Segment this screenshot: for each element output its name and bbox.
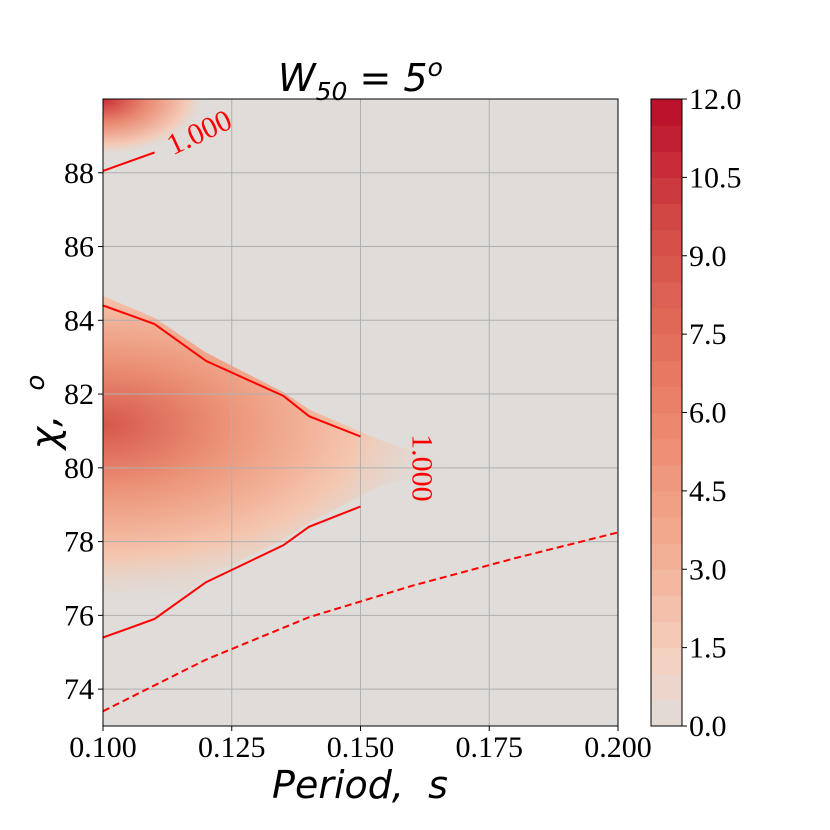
x-axis-ticks: 0.100 0.125 0.150 0.175 0.200 <box>69 726 652 764</box>
colorbar-level-13 <box>651 360 682 387</box>
x-axis-label: Period, s <box>272 763 448 807</box>
contour-line-2 <box>103 151 155 172</box>
colorbar-tick-label-1: 1.5 <box>689 632 727 665</box>
y-tick-label-5: 84 <box>64 304 94 337</box>
chart-title: W50 = 5o <box>278 53 443 106</box>
colorbar-level-17 <box>651 255 682 283</box>
x-tick-label-2: 0.150 <box>327 731 395 764</box>
colorbar-level-16 <box>651 281 682 309</box>
y-axis-ticks: 74 76 78 80 82 84 86 88 <box>64 157 103 706</box>
x-tick-label-1: 0.125 <box>198 731 266 764</box>
colorbar-tick-label-3: 4.5 <box>689 475 727 508</box>
field-wedge <box>103 296 460 638</box>
contour-lines <box>103 151 618 713</box>
y-axis-label-superscript: o <box>21 375 51 391</box>
colorbar-level-22 <box>651 125 682 152</box>
y-tick-label-0: 74 <box>64 673 94 706</box>
y-axis-label: χ, o <box>21 375 67 452</box>
colorbar-tick-label-7: 10.5 <box>689 161 742 194</box>
contour-line-3 <box>103 531 618 713</box>
colorbar-level-8 <box>651 490 682 518</box>
x-tick-label-0: 0.100 <box>69 731 137 764</box>
title-subscript: 50 <box>316 77 348 106</box>
colorbar-level-15 <box>651 308 682 335</box>
colorbar-level-12 <box>651 386 682 414</box>
y-tick-label-3: 80 <box>64 452 94 485</box>
colorbar-tick-label-5: 7.5 <box>689 318 727 351</box>
title-superscript: o <box>428 53 443 82</box>
contour-line-0 <box>103 304 361 438</box>
y-tick-label-7: 88 <box>64 157 94 190</box>
colorbar-tick-label-0: 0.0 <box>689 710 727 743</box>
y-axis-label-main: χ, <box>23 391 67 452</box>
colorbar-level-7 <box>651 517 682 544</box>
y-tick-label-4: 82 <box>64 378 94 411</box>
y-tick-label-1: 76 <box>64 599 94 632</box>
title-main: W <box>278 56 317 100</box>
colorbar-level-1 <box>651 673 682 701</box>
colorbar-level-9 <box>651 464 682 492</box>
colorbar-level-11 <box>651 412 682 440</box>
colorbar-level-0 <box>651 699 682 727</box>
field-corner <box>103 99 260 165</box>
colorbar-level-5 <box>651 569 682 596</box>
title-rest: = 5 <box>347 56 427 100</box>
colorbar-tick-label-2: 3.0 <box>689 553 727 586</box>
colorbar-levels <box>651 99 682 727</box>
colorbar-level-21 <box>651 151 682 178</box>
colorbar-level-19 <box>651 203 682 231</box>
colorbar-tick-label-6: 9.0 <box>689 240 727 273</box>
colorbar-ticks: 0.0 1.5 3.0 4.5 6.0 7.5 9.0 10.5 12.0 <box>682 83 742 743</box>
x-tick-label-4: 0.200 <box>584 731 652 764</box>
colorbar-tick-label-8: 12.0 <box>689 83 742 116</box>
colorbar-level-3 <box>651 621 682 649</box>
colorbar-level-6 <box>651 543 682 570</box>
colorbar-level-14 <box>651 334 682 361</box>
colorbar-level-18 <box>651 229 682 257</box>
colorbar: 0.0 1.5 3.0 4.5 6.0 7.5 9.0 10.5 12.0 <box>650 83 742 743</box>
colorbar-level-10 <box>651 438 682 466</box>
x-tick-label-3: 0.175 <box>456 731 524 764</box>
colorbar-level-23 <box>651 99 682 126</box>
colorbar-tick-label-4: 6.0 <box>689 397 727 430</box>
colorbar-level-20 <box>651 177 682 205</box>
y-tick-label-6: 86 <box>64 231 94 264</box>
y-tick-label-2: 78 <box>64 526 94 559</box>
colorbar-level-4 <box>651 595 682 623</box>
colorbar-level-2 <box>651 647 682 675</box>
contour-label-middle: 1.000 <box>406 434 439 502</box>
contour-line-1 <box>103 505 361 639</box>
